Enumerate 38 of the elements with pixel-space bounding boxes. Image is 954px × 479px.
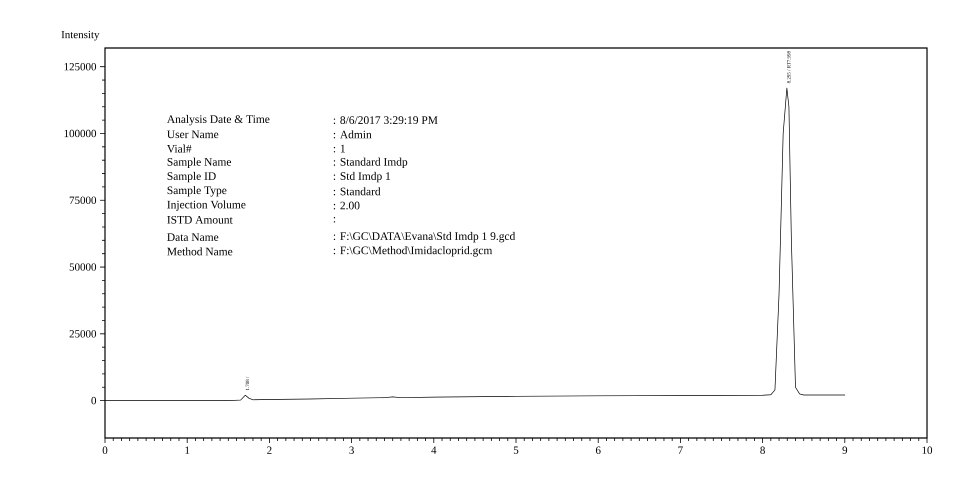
annotation: : Standard Imdp [334,158,408,168]
annotation: : 2.00 [334,202,360,210]
annotation: : Admin [334,130,372,138]
annotation: User Name [167,130,218,138]
y-tick-label: 125000 [64,63,96,70]
annotation: Sample Type [168,186,226,197]
x-tick-label: 9 [842,446,848,454]
x-tick-label: 5 [514,446,518,454]
x-tick-label: 7 [678,446,683,454]
annotation: Vial# [166,144,192,153]
annotation: ISTD Amount [167,216,233,224]
x-tick-label: 1 [185,446,190,454]
annotation: : 8/6/2017 3:29:19 PM [334,116,438,124]
x-tick-label: 2 [267,446,272,454]
annotation: : Standard [334,187,380,196]
annotation: Data Name [167,233,218,241]
x-tick-label: 0 [102,446,108,454]
y-tick-label: 25000 [70,330,96,338]
annotation: : [334,217,336,223]
annotation: Injection Volume [167,200,246,211]
x-tick-label: 8 [760,446,765,454]
annotation: Analysis Date & Time [166,114,270,126]
x-tick-label: 6 [596,446,601,454]
annotation: Sample ID [168,172,216,182]
annotation: Method Name [167,247,232,256]
annotation: : F:\GC\DATA\Evana\Std Imdp 1 9.gcd [334,232,516,242]
y-tick-label: 50000 [70,263,96,271]
annotation: : F:\GC\Method\Imidacloprid.gcm [334,246,492,257]
y-tick-label: 0 [91,396,96,404]
y-axis-title: Intensity [62,30,100,40]
x-tick-label: 4 [431,446,436,454]
y-tick-label: 100000 [64,130,96,138]
y-tick-label: 75000 [70,196,96,204]
annotation: : 1 [334,144,345,152]
x-tick-label: 10 [922,446,932,454]
x-tick-label: 3 [349,446,354,454]
annotation: Sample Name [168,158,232,168]
annotation: : Std Imdp 1 [334,172,390,182]
